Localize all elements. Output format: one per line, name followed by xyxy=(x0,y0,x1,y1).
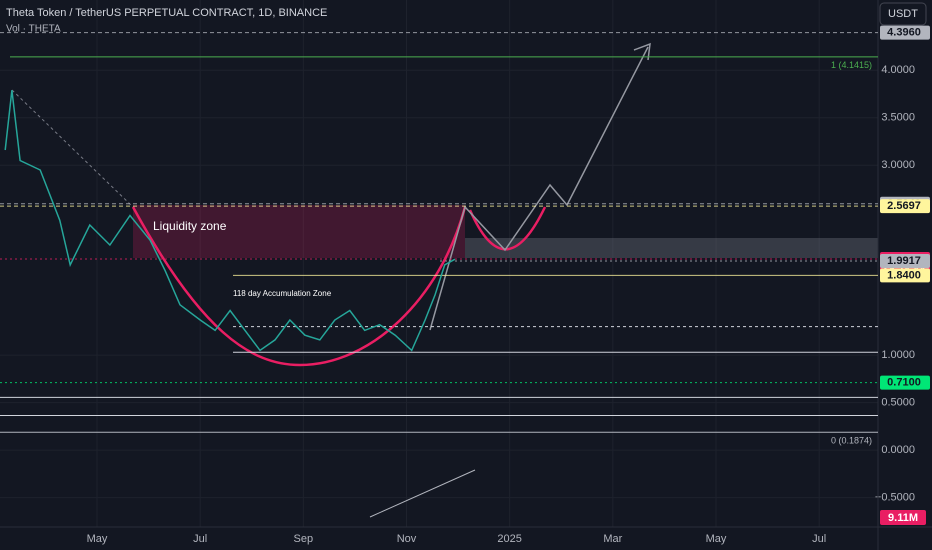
y-tick-label: 0.5000 xyxy=(881,397,915,409)
price-label-box xyxy=(880,375,930,390)
volume-trend xyxy=(369,469,476,518)
y-tick-label: −0.5000 xyxy=(875,491,915,503)
price-label: 4.3960 xyxy=(887,27,921,39)
cup-curve xyxy=(131,206,467,367)
y-tick-label: 3.0000 xyxy=(881,159,915,171)
projection-path xyxy=(429,46,649,331)
price-label-box xyxy=(880,25,930,40)
y-tick-label: 0.0000 xyxy=(881,444,915,456)
volume-label-box xyxy=(880,510,926,525)
annotation: 118 day Accumulation Zone xyxy=(233,289,332,298)
x-tick-label: Jul xyxy=(812,533,826,545)
x-tick-label: Jul xyxy=(193,533,207,545)
currency[interactable]: USDT xyxy=(888,8,918,20)
arrow-head xyxy=(633,42,651,61)
subtitle: Vol · THETA xyxy=(6,24,61,35)
trend-line xyxy=(11,89,134,208)
zone-band xyxy=(465,238,878,258)
y-tick-label: 4.0000 xyxy=(881,64,915,76)
price-label: 1.9917 xyxy=(887,255,921,267)
price-label: 2.5697 xyxy=(887,200,921,212)
price-label-box xyxy=(880,199,930,214)
x-tick-label: 2025 xyxy=(497,533,521,545)
price-label-box xyxy=(880,268,930,283)
liquidity-zone xyxy=(133,205,465,258)
y-tick-label: 1.0000 xyxy=(881,349,915,361)
annotation: Liquidity zone xyxy=(153,219,227,233)
volume-label: 9.11M xyxy=(888,512,918,524)
x-tick-label: May xyxy=(706,533,727,545)
chart-title: Theta Token / TetherUS PERPETUAL CONTRAC… xyxy=(6,7,327,19)
price-label-box xyxy=(880,253,930,268)
fib-label: 1 (4.1415) xyxy=(831,60,872,70)
x-tick-label: Sep xyxy=(294,533,314,545)
y-tick-label: 3.5000 xyxy=(881,112,915,124)
x-tick-label: May xyxy=(87,533,108,545)
fib-label: 0 (0.1874) xyxy=(831,436,872,446)
price-label: 1.8400 xyxy=(887,269,921,281)
price-label: 0.7100 xyxy=(887,377,921,389)
currency-button[interactable] xyxy=(879,2,927,26)
x-tick-label: Mar xyxy=(603,533,622,545)
price-line xyxy=(4,90,456,352)
grid xyxy=(0,0,878,527)
x-tick-label: Nov xyxy=(397,533,417,545)
